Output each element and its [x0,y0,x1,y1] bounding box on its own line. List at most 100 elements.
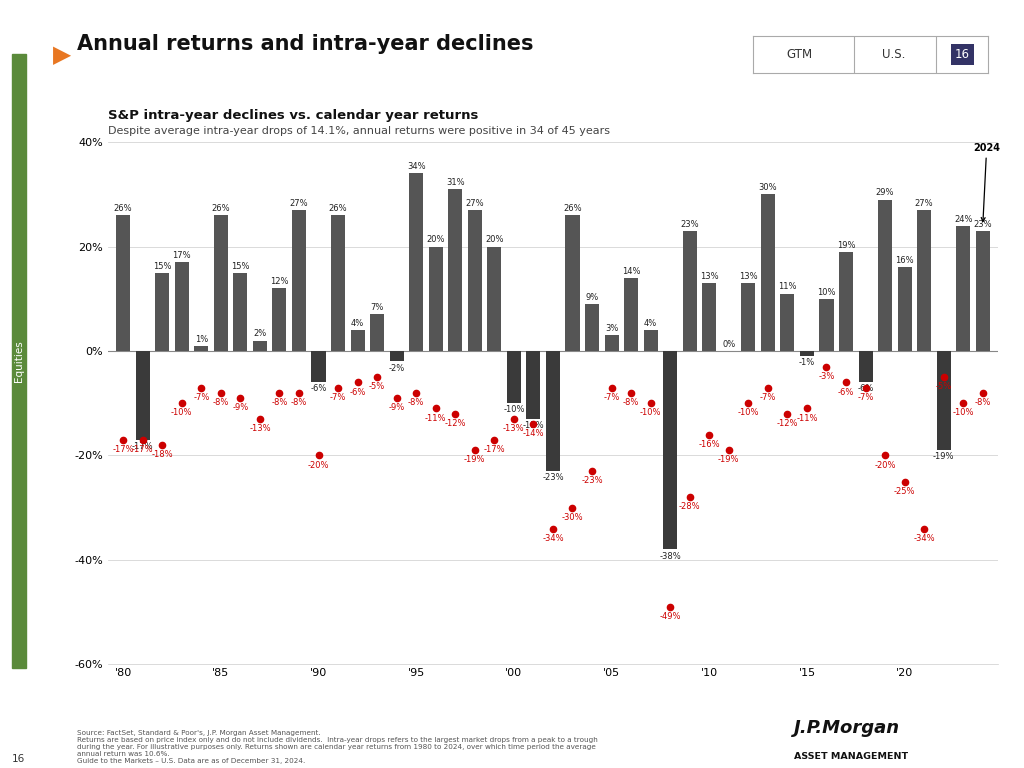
Text: 31%: 31% [446,178,465,187]
Text: -8%: -8% [623,398,639,407]
Text: -8%: -8% [291,398,307,407]
Text: -38%: -38% [659,551,681,561]
Text: -8%: -8% [271,398,288,407]
Bar [819,299,834,351]
Text: -5%: -5% [369,382,385,392]
Text: 17%: 17% [172,251,191,260]
Bar [937,351,950,450]
Text: -6%: -6% [310,385,327,393]
Text: 1%: 1% [195,335,208,343]
Text: 16: 16 [954,48,970,61]
Text: GTM: GTM [786,48,813,61]
Text: 4%: 4% [644,319,657,328]
Bar [585,304,599,351]
Text: -9%: -9% [232,403,249,412]
Text: 2%: 2% [253,329,266,339]
Bar [292,210,306,351]
Text: -13%: -13% [503,424,524,433]
Text: 0%: 0% [722,340,735,349]
Text: -20%: -20% [308,461,330,470]
Text: -17%: -17% [132,442,154,451]
Text: 26%: 26% [329,204,347,213]
Text: -19%: -19% [464,455,485,465]
Bar [116,215,130,351]
Text: 15%: 15% [153,262,171,270]
Bar [233,273,248,351]
Text: -11%: -11% [425,414,446,422]
Text: 7%: 7% [371,303,384,313]
Text: 13%: 13% [739,272,758,281]
Bar [644,330,657,351]
Bar [918,210,931,351]
Bar [741,283,756,351]
Text: 16: 16 [12,754,26,764]
Text: 2024: 2024 [973,143,1000,221]
Text: -14%: -14% [522,429,544,439]
Text: -3%: -3% [818,372,835,381]
Text: 20%: 20% [426,236,445,244]
Text: -7%: -7% [760,392,776,402]
Text: -10%: -10% [640,409,662,418]
Bar [702,283,717,351]
Text: 19%: 19% [837,240,855,250]
Bar [389,351,403,362]
Text: -10%: -10% [952,409,974,418]
Text: Despite average intra-year drops of 14.1%, annual returns were positive in 34 of: Despite average intra-year drops of 14.1… [108,127,609,137]
Bar [878,200,892,351]
Bar [410,174,423,351]
Text: -8%: -8% [975,398,991,407]
Bar [976,231,990,351]
Text: -5%: -5% [936,382,952,392]
Bar [311,351,326,382]
Text: -6%: -6% [838,388,854,396]
Bar [565,215,580,351]
Text: ASSET MANAGEMENT: ASSET MANAGEMENT [794,752,907,761]
Text: 15%: 15% [231,262,250,270]
Text: Annual returns and intra-year declines: Annual returns and intra-year declines [77,34,534,54]
Text: 12%: 12% [270,277,289,286]
Bar [761,194,775,351]
Text: -10%: -10% [171,409,193,418]
Bar [664,351,677,549]
Text: -6%: -6% [349,388,366,396]
Text: ▶: ▶ [53,43,72,68]
Text: 16%: 16% [895,257,914,265]
Bar [429,247,442,351]
Text: 14%: 14% [622,266,640,276]
Bar [350,330,365,351]
Text: -30%: -30% [562,513,584,522]
Text: J.P.Morgan: J.P.Morgan [794,720,900,737]
Text: 24%: 24% [954,214,973,223]
Text: -13%: -13% [522,421,544,430]
Bar [487,247,502,351]
Text: -7%: -7% [857,392,873,402]
Text: 26%: 26% [212,204,230,213]
Text: 27%: 27% [914,199,934,208]
Bar [449,189,462,351]
Text: 10%: 10% [817,288,836,296]
Bar [370,314,384,351]
Bar [956,226,971,351]
Bar [898,267,911,351]
Bar [839,252,853,351]
Text: -7%: -7% [194,392,210,402]
Text: -8%: -8% [408,398,424,407]
Text: -13%: -13% [249,424,270,433]
Text: -16%: -16% [698,440,720,449]
Text: -20%: -20% [874,461,896,470]
Text: -18%: -18% [152,450,173,459]
Text: -34%: -34% [542,534,564,543]
Text: -10%: -10% [503,406,524,414]
Text: -6%: -6% [857,385,873,393]
Bar [135,351,150,440]
Text: -1%: -1% [799,359,815,367]
Bar [780,293,795,351]
Text: -12%: -12% [776,419,798,428]
Text: 20%: 20% [485,236,504,244]
Text: -34%: -34% [913,534,935,543]
Text: -7%: -7% [330,392,346,402]
Text: -23%: -23% [582,476,603,485]
Text: U.S.: U.S. [883,48,905,61]
Bar [253,340,267,351]
Text: 26%: 26% [563,204,582,213]
